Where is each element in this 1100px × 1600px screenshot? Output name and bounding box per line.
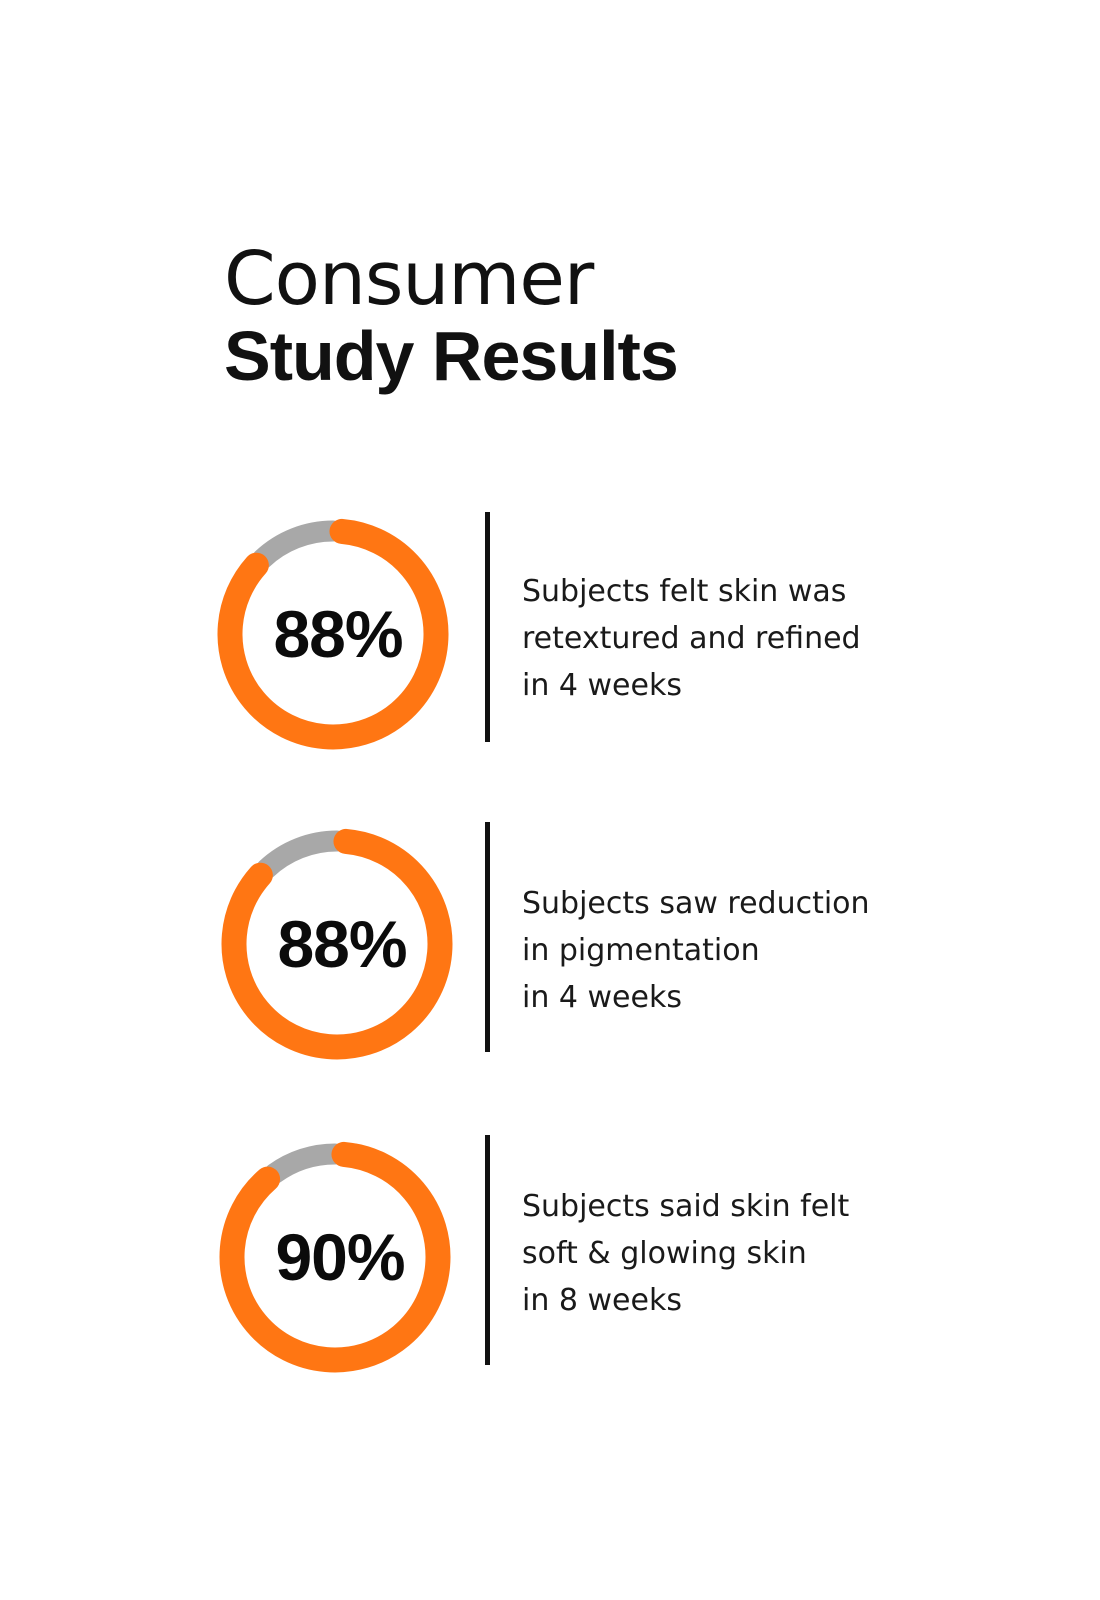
progress-ring-1: 88%: [217, 518, 449, 750]
stat-description-2-line-1: Subjects saw reduction: [522, 886, 870, 921]
heading-line-consumer: Consumer: [224, 236, 594, 322]
vertical-divider-1: [485, 512, 490, 742]
ring-inner-disc-1: [242, 543, 424, 725]
ring-value-arc-1: [217, 518, 449, 750]
ring-inner-disc-3: [244, 1166, 426, 1348]
stat-description-3-line-3: in 8 weeks: [522, 1283, 682, 1318]
stat-description-2-line-2: in pigmentation: [522, 933, 760, 968]
ring-percentage-3: 90%: [275, 1220, 405, 1294]
stat-description-2: Subjects saw reduction in pigmentation i…: [522, 880, 962, 1021]
progress-ring-2: 88%: [221, 828, 453, 1060]
progress-ring-3: 90%: [219, 1141, 451, 1373]
ring-value-arc-3: [219, 1141, 451, 1373]
stat-description-2-line-3: in 4 weeks: [522, 980, 682, 1015]
ring-percentage-1: 88%: [273, 597, 403, 671]
stat-row-1: 88% Subjects felt skin was retextured an…: [0, 512, 1100, 750]
ring-chart-2: [221, 828, 453, 1060]
stat-row-3: 90% Subjects said skin felt soft & glowi…: [0, 1135, 1100, 1373]
heading-line-study-results: Study Results: [224, 317, 679, 395]
page-heading: Consumer Study Results: [224, 236, 679, 395]
stat-description-3: Subjects said skin felt soft & glowing s…: [522, 1183, 962, 1324]
stat-description-1-line-1: Subjects felt skin was: [522, 574, 847, 609]
ring-inner-disc-2: [246, 853, 428, 1035]
stat-row-2: 88% Subjects saw reduction in pigmentati…: [0, 822, 1100, 1060]
stat-description-1: Subjects felt skin was retextured and re…: [522, 568, 962, 709]
vertical-divider-2: [485, 822, 490, 1052]
stat-description-3-line-2: soft & glowing skin: [522, 1236, 807, 1271]
ring-chart-3: [219, 1141, 451, 1373]
stat-description-3-line-1: Subjects said skin felt: [522, 1189, 850, 1224]
ring-chart-1: [217, 518, 449, 750]
ring-percentage-2: 88%: [277, 907, 407, 981]
stat-description-1-line-2: retextured and refined: [522, 621, 861, 656]
stat-description-1-line-3: in 4 weeks: [522, 668, 682, 703]
ring-value-arc-2: [221, 828, 453, 1060]
vertical-divider-3: [485, 1135, 490, 1365]
